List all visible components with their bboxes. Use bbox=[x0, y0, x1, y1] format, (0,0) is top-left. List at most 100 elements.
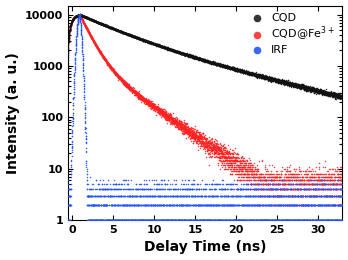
CQD@Fe$^{3+}$ bbox=[252, 193, 258, 198]
IRF bbox=[311, 193, 317, 198]
CQD bbox=[120, 30, 126, 34]
IRF bbox=[184, 203, 190, 207]
CQD@Fe$^{3+}$ bbox=[292, 182, 298, 186]
CQD bbox=[204, 59, 209, 63]
CQD bbox=[160, 44, 165, 49]
CQD bbox=[279, 80, 284, 84]
CQD@Fe$^{3+}$ bbox=[83, 24, 88, 28]
IRF bbox=[95, 218, 101, 222]
IRF bbox=[108, 218, 114, 222]
CQD bbox=[125, 32, 131, 37]
CQD bbox=[340, 97, 345, 101]
CQD bbox=[128, 33, 133, 37]
CQD bbox=[203, 59, 209, 63]
CQD@Fe$^{3+}$ bbox=[323, 182, 329, 186]
IRF bbox=[207, 187, 213, 191]
IRF bbox=[285, 193, 290, 198]
CQD bbox=[115, 28, 120, 32]
CQD@Fe$^{3+}$ bbox=[270, 218, 276, 222]
CQD@Fe$^{3+}$ bbox=[209, 149, 215, 153]
IRF bbox=[112, 218, 118, 222]
CQD bbox=[339, 94, 344, 99]
CQD bbox=[147, 41, 153, 45]
CQD bbox=[93, 20, 98, 24]
CQD bbox=[180, 51, 186, 55]
CQD bbox=[191, 55, 197, 59]
CQD@Fe$^{3+}$ bbox=[117, 77, 123, 81]
CQD@Fe$^{3+}$ bbox=[107, 63, 112, 68]
IRF bbox=[79, 39, 85, 43]
CQD@Fe$^{3+}$ bbox=[309, 178, 314, 182]
IRF bbox=[252, 187, 257, 191]
IRF bbox=[88, 193, 94, 198]
CQD bbox=[288, 82, 294, 86]
CQD@Fe$^{3+}$ bbox=[339, 193, 344, 198]
IRF bbox=[211, 218, 217, 222]
CQD bbox=[292, 83, 298, 88]
CQD bbox=[293, 82, 298, 86]
IRF bbox=[204, 203, 209, 207]
CQD@Fe$^{3+}$ bbox=[171, 122, 177, 126]
IRF bbox=[133, 193, 139, 198]
CQD@Fe$^{3+}$ bbox=[316, 193, 321, 198]
CQD@Fe$^{3+}$ bbox=[188, 134, 193, 138]
CQD bbox=[65, 77, 70, 82]
CQD@Fe$^{3+}$ bbox=[182, 128, 188, 132]
CQD@Fe$^{3+}$ bbox=[296, 174, 301, 179]
IRF bbox=[289, 218, 294, 222]
CQD@Fe$^{3+}$ bbox=[89, 36, 94, 40]
IRF bbox=[152, 218, 158, 222]
IRF bbox=[89, 218, 95, 222]
IRF bbox=[137, 218, 142, 222]
CQD bbox=[332, 91, 338, 95]
CQD@Fe$^{3+}$ bbox=[212, 143, 217, 147]
CQD bbox=[297, 83, 302, 88]
IRF bbox=[162, 182, 167, 186]
CQD bbox=[159, 45, 164, 49]
IRF bbox=[337, 218, 342, 222]
CQD@Fe$^{3+}$ bbox=[122, 82, 128, 87]
CQD bbox=[83, 16, 89, 20]
CQD@Fe$^{3+}$ bbox=[123, 82, 128, 87]
IRF bbox=[63, 182, 69, 186]
CQD bbox=[108, 26, 114, 30]
IRF bbox=[187, 187, 192, 191]
IRF bbox=[204, 203, 209, 207]
IRF bbox=[263, 218, 269, 222]
CQD bbox=[250, 73, 256, 77]
CQD@Fe$^{3+}$ bbox=[86, 31, 92, 35]
IRF bbox=[92, 218, 98, 222]
IRF bbox=[108, 218, 113, 222]
CQD bbox=[161, 46, 166, 50]
CQD bbox=[112, 27, 117, 31]
CQD@Fe$^{3+}$ bbox=[112, 70, 118, 74]
CQD@Fe$^{3+}$ bbox=[317, 193, 322, 198]
IRF bbox=[208, 193, 214, 198]
IRF bbox=[72, 71, 77, 75]
IRF bbox=[324, 203, 330, 207]
CQD bbox=[136, 36, 142, 40]
IRF bbox=[151, 203, 157, 207]
CQD@Fe$^{3+}$ bbox=[124, 85, 129, 89]
CQD@Fe$^{3+}$ bbox=[113, 72, 118, 76]
CQD bbox=[255, 73, 261, 77]
CQD@Fe$^{3+}$ bbox=[112, 70, 118, 74]
IRF bbox=[164, 218, 169, 222]
CQD@Fe$^{3+}$ bbox=[146, 101, 151, 105]
CQD bbox=[313, 88, 318, 92]
CQD bbox=[244, 71, 250, 75]
IRF bbox=[218, 218, 223, 222]
CQD@Fe$^{3+}$ bbox=[225, 150, 231, 154]
CQD bbox=[193, 56, 199, 60]
IRF bbox=[169, 203, 174, 207]
IRF bbox=[274, 193, 279, 198]
CQD bbox=[160, 44, 165, 48]
CQD bbox=[190, 54, 196, 58]
IRF bbox=[129, 203, 135, 207]
IRF bbox=[177, 218, 183, 222]
IRF bbox=[283, 218, 289, 222]
CQD@Fe$^{3+}$ bbox=[137, 95, 143, 100]
CQD bbox=[137, 37, 142, 41]
CQD@Fe$^{3+}$ bbox=[72, 15, 78, 19]
CQD bbox=[133, 35, 139, 40]
